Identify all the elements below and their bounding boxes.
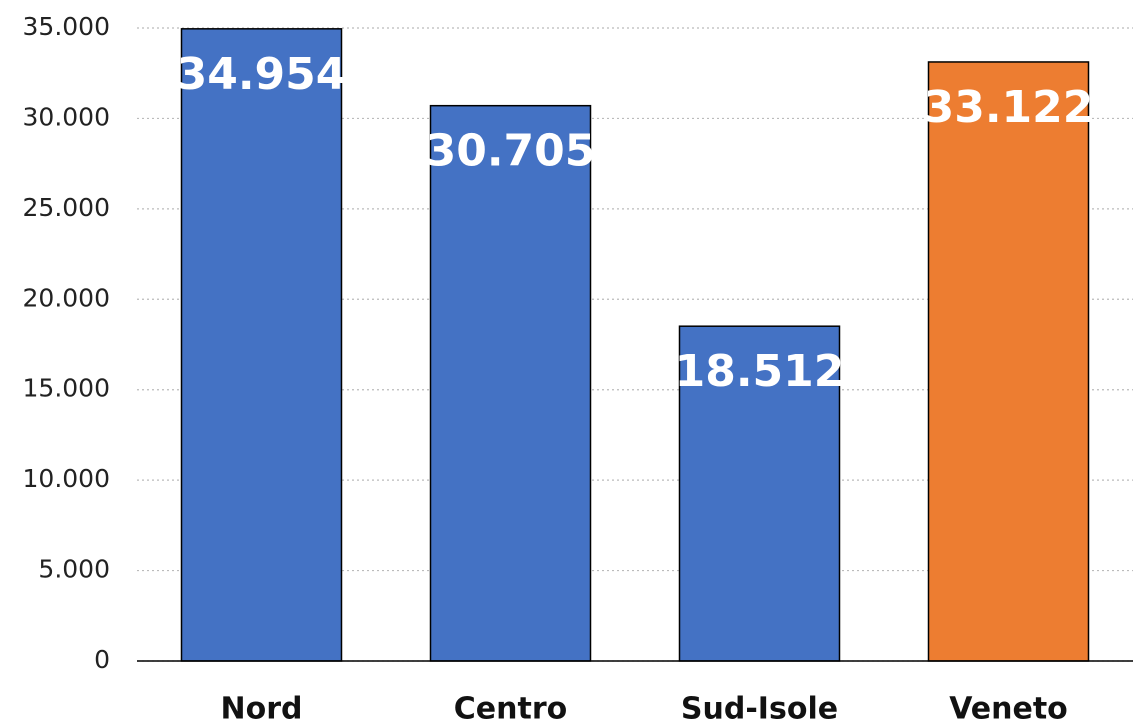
value-label: 18.512 <box>675 346 845 397</box>
y-tick-label: 10.000 <box>23 464 110 493</box>
bar <box>429 104 592 662</box>
x-tick-label: Veneto <box>949 692 1068 724</box>
y-tick-label: 0 <box>94 645 110 674</box>
y-tick-label: 20.000 <box>23 283 110 312</box>
y-tick-label: 5.000 <box>38 555 110 584</box>
value-label: 34.954 <box>177 49 347 100</box>
value-label: 30.705 <box>426 126 596 177</box>
x-tick-label: Sud-Isole <box>681 692 838 724</box>
bar <box>927 61 1090 662</box>
bar <box>180 28 343 662</box>
y-tick-label: 15.000 <box>23 374 110 403</box>
x-tick-label: Centro <box>454 692 567 724</box>
value-label: 33.122 <box>924 82 1094 133</box>
y-tick-label: 35.000 <box>23 12 110 41</box>
y-tick-label: 25.000 <box>23 193 110 222</box>
bar <box>678 325 841 662</box>
y-tick-label: 30.000 <box>23 102 110 131</box>
x-tick-label: Nord <box>221 692 303 724</box>
